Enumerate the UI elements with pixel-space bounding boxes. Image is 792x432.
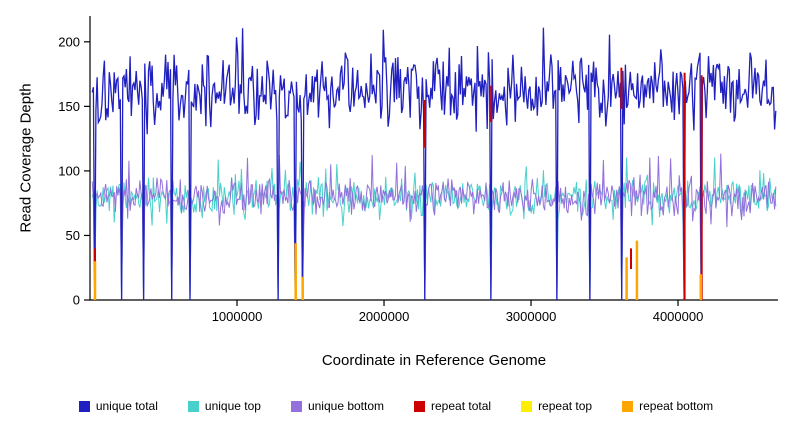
legend-item-repeat-top: repeat top — [521, 399, 592, 413]
legend-swatch-unique-top — [187, 400, 199, 412]
x-tick-label: 4000000 — [653, 309, 704, 324]
y-tick-label: 150 — [58, 99, 80, 114]
x-tick-label: 1000000 — [212, 309, 263, 324]
legend-label: unique total — [95, 399, 158, 413]
legend-label: unique top — [204, 399, 261, 413]
legend-swatch-repeat-top — [521, 400, 533, 412]
plot-svg: 0 50 100 150 200 1000000 2000000 3000000 4000000 — [58, 16, 778, 324]
axes — [89, 16, 778, 301]
series-unique-bottom-line — [91, 153, 777, 301]
y-tick-label: 50 — [66, 228, 80, 243]
legend-swatch-repeat-bottom — [622, 400, 634, 412]
x-tick-label: 2000000 — [359, 309, 410, 324]
x-axis-title: Coordinate in Reference Genome — [321, 352, 547, 369]
legend-label: repeat total — [431, 399, 492, 413]
legend-swatch-unique-bottom — [290, 400, 302, 412]
legend-swatch-unique-total — [78, 400, 90, 412]
y-tick-label: 200 — [58, 34, 80, 49]
legend: unique total unique top unique bottom re… — [0, 399, 792, 413]
legend-item-repeat-bottom: repeat bottom — [622, 399, 713, 413]
legend-swatch-repeat-total — [414, 400, 426, 412]
y-tick-label: 0 — [73, 293, 80, 308]
legend-item-unique-total: unique total — [78, 399, 158, 413]
legend-item-repeat-total: repeat total — [414, 399, 491, 413]
legend-label: repeat bottom — [639, 399, 714, 413]
legend-label: repeat top — [538, 399, 593, 413]
y-axis-title: Read Coverage Depth — [17, 83, 35, 233]
legend-item-unique-top: unique top — [187, 399, 261, 413]
legend-label: unique bottom — [307, 399, 385, 413]
series-unique-top-line — [91, 157, 777, 301]
y-tick-label: 100 — [58, 163, 80, 178]
series-unique-total-line — [91, 27, 777, 301]
x-tick-label: 3000000 — [506, 309, 557, 324]
legend-item-unique-bottom: unique bottom — [290, 399, 385, 413]
